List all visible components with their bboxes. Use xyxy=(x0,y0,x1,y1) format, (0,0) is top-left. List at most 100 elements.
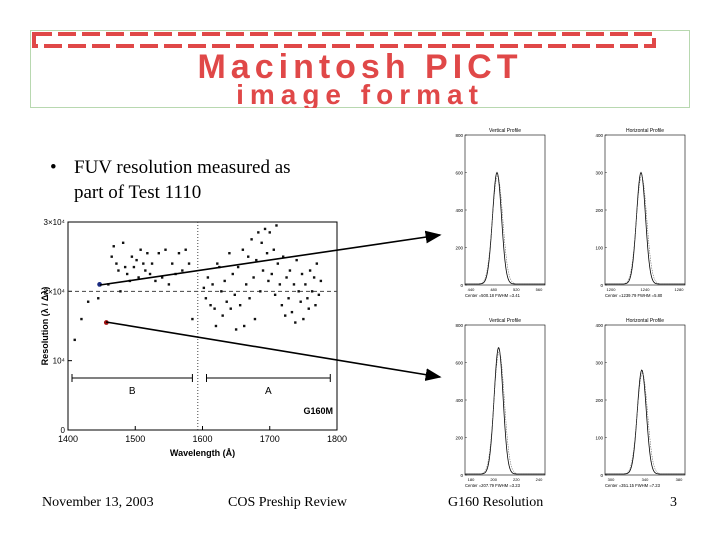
data-point xyxy=(164,248,167,251)
data-point xyxy=(125,272,129,276)
data-point xyxy=(119,290,122,293)
profile-x-tick-label: 480 xyxy=(490,287,497,292)
y-axis-label: Resolution (λ / Δλ) xyxy=(40,287,50,366)
x-tick-label: 1500 xyxy=(125,434,145,444)
profile-y-tick-label: 200 xyxy=(455,436,463,441)
data-point xyxy=(218,265,221,269)
data-point xyxy=(302,317,305,321)
vertical-profile-upper: Vertical Profile 0 200 400 600 800 440 480 520 56… xyxy=(455,128,546,298)
data-point xyxy=(225,300,228,303)
profile-caption: Center =207.79 FWHM =3.23 xyxy=(465,483,521,488)
highlighted-point xyxy=(103,320,109,325)
x-tick-label: 1400 xyxy=(58,434,78,444)
bullet-point: • FUV resolution measured as part of Tes… xyxy=(50,155,340,205)
profile-y-tick-label: 300 xyxy=(595,171,603,176)
profile-y-tick-label: 400 xyxy=(455,208,463,213)
banner-line-bottom: image format xyxy=(236,79,484,108)
profile-curve xyxy=(605,171,685,285)
profile-y-tick-label: 400 xyxy=(595,323,603,328)
y-tick-label: 0 xyxy=(61,426,66,435)
data-point xyxy=(261,269,265,272)
profile-y-tick-label: 800 xyxy=(455,323,463,328)
bullet-line-1: FUV resolution measured as xyxy=(74,157,291,178)
profile-x-tick-label: 340 xyxy=(642,477,649,482)
profile-title: Horizontal Profile xyxy=(626,128,664,134)
profile-fit-curve xyxy=(465,351,545,475)
data-point xyxy=(288,269,292,272)
data-point xyxy=(160,276,164,279)
data-point xyxy=(202,286,206,290)
profile-y-tick-label: 0 xyxy=(600,283,603,288)
data-point xyxy=(295,258,298,262)
data-point xyxy=(233,293,236,296)
data-point xyxy=(167,283,171,286)
footer-topic: G160 Resolution xyxy=(448,495,544,510)
data-point xyxy=(213,307,216,310)
data-point xyxy=(110,255,113,258)
data-point xyxy=(308,269,312,272)
data-point xyxy=(265,252,269,255)
data-point xyxy=(223,279,226,283)
data-point xyxy=(315,262,319,265)
horizontal-profile-lower: Horizontal Profile 0 100 200 300 400 300 340 380… xyxy=(595,318,686,488)
data-point xyxy=(107,283,110,286)
profile-y-tick-label: 200 xyxy=(595,208,603,213)
highlighted-point xyxy=(97,282,103,287)
data-point xyxy=(128,279,132,283)
data-point xyxy=(204,297,208,300)
bullet-line-2: part of Test 1110 xyxy=(74,182,202,203)
x-tick-label: 1600 xyxy=(192,434,212,444)
data-point xyxy=(231,272,234,276)
data-point xyxy=(270,272,273,276)
data-point xyxy=(260,241,263,244)
data-point xyxy=(272,248,275,251)
bullet-glyph: • xyxy=(50,157,57,178)
profile-frame xyxy=(464,324,546,476)
data-point xyxy=(234,328,238,331)
data-point xyxy=(282,255,285,258)
profile-y-tick-label: 600 xyxy=(455,171,463,176)
x-tick-label: 1700 xyxy=(260,434,280,444)
data-point xyxy=(209,304,212,307)
profile-fit-curve xyxy=(605,175,685,285)
data-point xyxy=(312,276,316,279)
data-point xyxy=(242,324,246,328)
data-point xyxy=(268,231,271,234)
data-point xyxy=(250,238,253,241)
data-point xyxy=(284,314,287,317)
segment-b-label: B xyxy=(129,386,136,397)
profile-x-tick-label: 380 xyxy=(676,477,683,482)
y-tick-label: 3×10⁴ xyxy=(44,218,66,227)
data-point xyxy=(211,283,214,286)
profile-title: Vertical Profile xyxy=(489,318,521,324)
profile-x-tick-label: 520 xyxy=(513,287,520,292)
profile-x-tick-label: 180 xyxy=(468,477,475,482)
data-point xyxy=(220,290,223,293)
data-point xyxy=(285,276,288,279)
data-point xyxy=(304,283,307,286)
data-point xyxy=(257,231,260,234)
data-point xyxy=(130,255,134,258)
footer-event: COS Preship Review xyxy=(228,495,347,510)
data-point xyxy=(236,265,240,269)
profile-y-tick-label: 0 xyxy=(460,283,463,288)
data-point xyxy=(187,262,191,265)
data-point xyxy=(255,258,258,262)
profile-y-tick-label: 200 xyxy=(595,398,603,403)
footer-page-number: 3 xyxy=(670,495,677,510)
data-point xyxy=(292,283,296,286)
data-point xyxy=(319,279,323,283)
data-point xyxy=(247,255,250,258)
data-point xyxy=(297,290,300,293)
data-point xyxy=(181,269,184,272)
segment-a-label: A xyxy=(265,386,272,397)
profile-x-tick-label: 220 xyxy=(513,477,520,482)
profile-y-tick-label: 100 xyxy=(595,246,603,251)
y-tick-label: 10⁴ xyxy=(53,357,66,366)
data-point xyxy=(135,258,138,262)
profile-caption: Center =1239.79 FWHM =5.80 xyxy=(605,293,663,298)
data-point xyxy=(290,310,294,314)
profile-y-tick-label: 600 xyxy=(455,361,463,366)
y-tick-label: 2×10⁴ xyxy=(44,287,66,296)
data-point xyxy=(177,252,181,255)
